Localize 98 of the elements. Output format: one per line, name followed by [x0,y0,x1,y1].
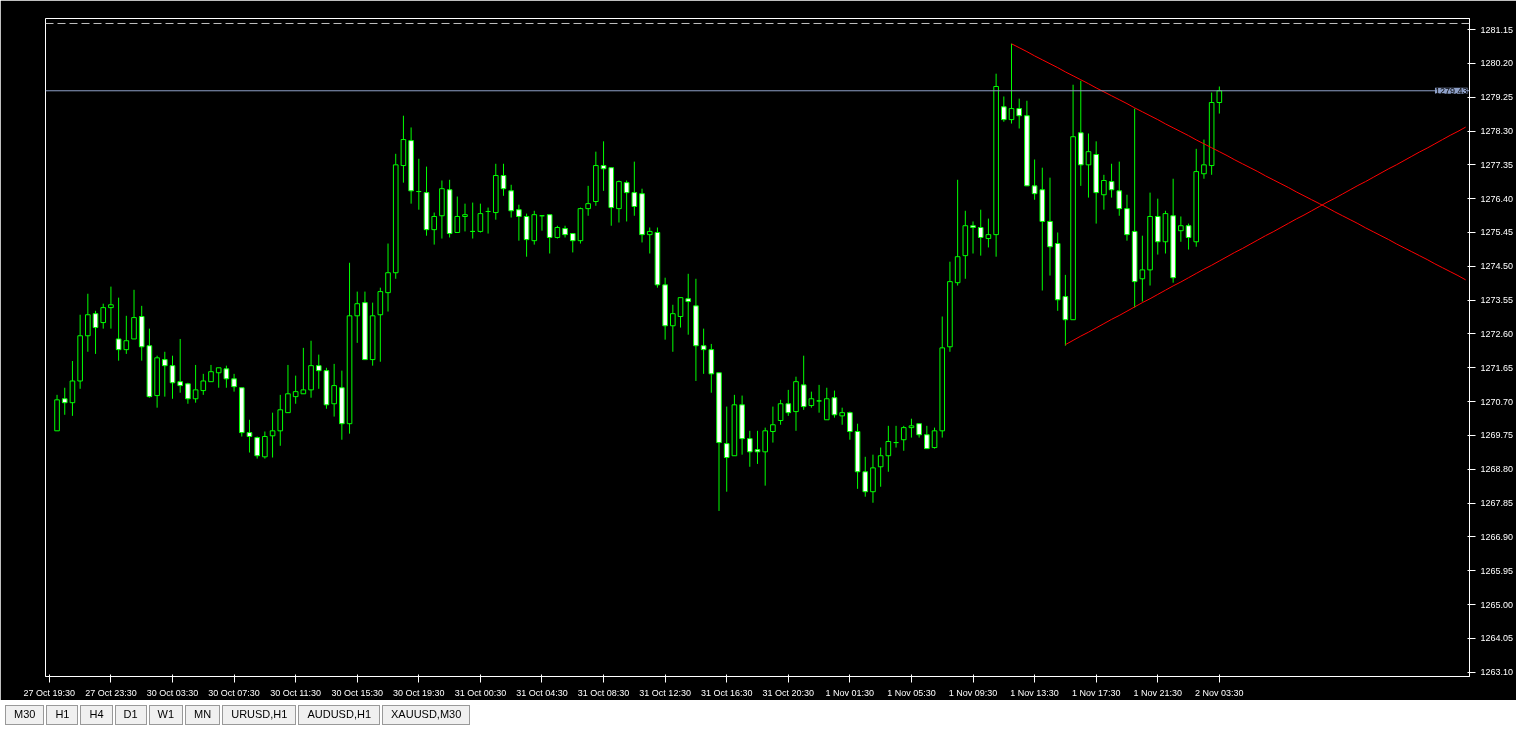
candlestick [862,456,869,498]
x-tick-label: 27 Oct 19:30 [23,687,76,698]
candlestick [670,304,676,353]
candlestick [885,425,892,473]
candlestick [131,289,137,340]
x-tick-label: 30 Oct 03:30 [146,687,199,698]
candlestick [1001,95,1007,123]
x-tick-label: 31 Oct 00:30 [454,687,507,698]
candlestick [508,184,514,219]
candlestick [1016,98,1023,130]
candlestick [746,430,753,468]
x-tick-label: 1 Nov 21:30 [1133,687,1183,698]
y-tick-label: 1274.50 [1480,261,1514,272]
candlestick [262,431,268,460]
candlestick [269,412,276,459]
candlestick [1178,215,1184,243]
x-tick-label: 1 Nov 05:30 [887,687,936,698]
y-tick-label: 1275.45 [1480,227,1514,238]
x-tick-label: 30 Oct 15:30 [331,687,384,698]
candlestick [931,427,938,450]
candlestick [1101,174,1107,211]
y-tick-label: 1265.00 [1480,599,1514,610]
candlestick [1201,139,1207,180]
x-tick-label: 27 Oct 23:30 [85,687,137,698]
x-tick-label: 1 Nov 09:30 [948,687,998,698]
candlestick [877,447,884,488]
y-tick-label: 1276.40 [1480,193,1514,204]
candlestick [231,373,237,393]
y-tick-label: 1264.05 [1480,633,1514,644]
candlestick [246,419,253,454]
x-tick-label: 30 Oct 11:30 [270,687,322,698]
x-tick-label: 2 Nov 03:30 [1195,687,1244,698]
candlestick [516,204,522,242]
x-tick-label: 31 Oct 12:30 [639,687,691,698]
candlestick [431,212,438,246]
candlestick [762,427,769,487]
y-tick-label: 1277.35 [1480,159,1514,170]
y-tick-label: 1280.20 [1480,58,1514,69]
candlestick [331,363,337,418]
x-tick-label: 30 Oct 19:30 [393,687,445,698]
candlestick [315,354,322,390]
y-tick-label: 1278.30 [1480,126,1514,137]
candlestick [162,351,168,398]
text: AUDUSD,H1 [298,705,381,725]
candlestick [870,454,876,504]
candlestick [100,303,107,330]
x-tick-label: 30 Oct 07:30 [208,687,260,698]
x-tick-label: 31 Oct 04:30 [516,687,568,698]
x-tick-label: 1 Nov 13:30 [1010,687,1059,698]
y-tick-label: 1270.70 [1480,396,1514,407]
text: D1 [114,705,147,725]
candlestick [377,287,384,363]
candlestick [569,233,576,253]
text: XAUUSD,M30 [382,705,471,725]
y-tick-label: 1269.75 [1480,430,1514,441]
candlestick [924,425,930,450]
candlestick [1116,161,1123,217]
text: H4 [80,705,113,725]
candlestick [677,297,684,329]
candlestick [585,185,591,217]
candlestick [1008,43,1015,125]
candlestick [685,273,692,336]
x-tick-label: 31 Oct 08:30 [577,687,630,698]
candlestick [108,286,114,330]
candlestick [823,387,830,421]
text: W1 [148,705,184,725]
candlestick [85,293,91,353]
x-tick-label: 31 Oct 20:30 [762,687,815,698]
candlestick [285,364,291,414]
candlestick [385,243,391,313]
y-tick-label: 1281.15 [1480,24,1514,35]
x-tick-label: 1 Nov 17:30 [1071,687,1121,698]
x-tick-label: 1 Nov 01:30 [825,687,875,698]
candlestick [970,220,976,254]
y-tick-label: 1271.65 [1480,362,1514,373]
y-tick-label: 1263.10 [1480,667,1514,678]
candlestick [847,411,853,441]
candlestick [277,394,284,447]
y-tick-label: 1265.95 [1480,565,1514,576]
candlestick [462,203,468,232]
candlestick [354,291,361,344]
y-tick-label: 1266.90 [1480,531,1514,542]
candlestick [477,203,484,233]
y-tick-label: 1279.25 [1480,92,1514,103]
x-tick-label: 31 Oct 16:30 [700,687,753,698]
y-tick-label: 1268.80 [1480,464,1514,475]
text: MN [185,705,221,725]
text: H1 [46,705,79,725]
text: M30 [5,705,45,725]
candlestick [92,310,99,355]
candlestick [770,406,776,444]
text: URUSD,H1 [222,705,297,725]
candlestick [177,338,184,394]
y-tick-label: 1273.55 [1480,295,1514,306]
ref-line-label: 1279.43 [1434,85,1468,96]
y-tick-label: 1267.85 [1480,498,1514,509]
candlestick [1108,163,1115,199]
y-tick-label: 1272.60 [1480,328,1514,339]
